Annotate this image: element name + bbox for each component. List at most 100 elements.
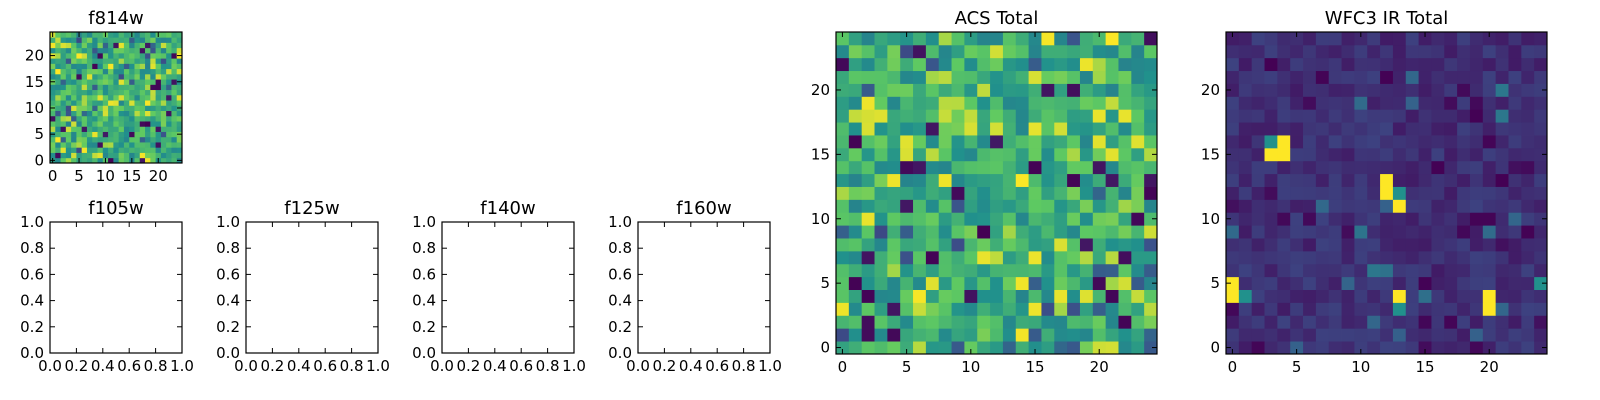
- heatmap-cell: [1367, 70, 1381, 84]
- heatmap-cell: [1367, 109, 1381, 123]
- heatmap-cell: [160, 84, 167, 91]
- heatmap-cell: [913, 238, 927, 252]
- heatmap-cell: [964, 289, 978, 303]
- heatmap-cell: [861, 315, 875, 329]
- heatmap-cell: [1118, 160, 1132, 175]
- heatmap-cell: [55, 142, 61, 148]
- heatmap-cell: [65, 84, 72, 91]
- heatmap-cell: [848, 302, 863, 316]
- heatmap-cell: [1328, 135, 1342, 149]
- heatmap-cell: [887, 122, 901, 136]
- heatmap-cell: [81, 115, 88, 122]
- heatmap-cell: [848, 147, 863, 162]
- heatmap-cell: [134, 100, 141, 106]
- heatmap-cell: [925, 328, 940, 342]
- heatmap-cell: [1418, 173, 1432, 187]
- y-tick-label: 0.8: [216, 239, 240, 257]
- heatmap-cell: [1457, 57, 1471, 72]
- heatmap-cell: [887, 57, 901, 72]
- heatmap-cell: [134, 37, 141, 43]
- heatmap-cell: [1315, 57, 1330, 72]
- heatmap-cell: [913, 212, 927, 226]
- y-tick-label: 20: [811, 81, 830, 99]
- heatmap-cell: [1238, 147, 1253, 162]
- heatmap-cell: [1226, 109, 1240, 123]
- heatmap-cell: [836, 315, 850, 329]
- heatmap-cell: [129, 105, 135, 111]
- heatmap-cell: [1290, 302, 1304, 316]
- heatmap-cell: [964, 250, 978, 265]
- heatmap-cell: [1457, 199, 1471, 213]
- heatmap-cell: [1431, 276, 1445, 290]
- x-tick-label: 0.0: [626, 357, 650, 375]
- heatmap-cell: [1226, 70, 1240, 84]
- heatmap-cell: [145, 89, 151, 96]
- heatmap-cell: [1418, 122, 1432, 136]
- heatmap-cell: [60, 84, 67, 91]
- heatmap-cell: [129, 110, 135, 117]
- heatmap-cell: [71, 84, 77, 91]
- heatmap-cell: [139, 42, 146, 49]
- heatmap-cell: [97, 152, 104, 159]
- heatmap-cell: [836, 147, 850, 162]
- heatmap-cell: [1367, 341, 1381, 355]
- heatmap-cell: [1341, 341, 1355, 355]
- heatmap-cell: [102, 73, 109, 80]
- heatmap-cell: [1277, 135, 1291, 149]
- heatmap-cell: [129, 63, 135, 70]
- heatmap-cell: [160, 152, 167, 159]
- heatmap-cell: [1002, 173, 1017, 187]
- heatmap-cell: [848, 96, 863, 110]
- heatmap-cell: [1118, 147, 1132, 162]
- heatmap-cell: [1521, 44, 1535, 59]
- heatmap-cell: [938, 160, 952, 175]
- heatmap-cell: [1431, 250, 1445, 265]
- heatmap-cell: [1290, 238, 1304, 252]
- heatmap-cell: [1028, 147, 1042, 162]
- heatmap-cell: [139, 142, 146, 148]
- heatmap-cell: [925, 135, 940, 149]
- heatmap-cell: [1482, 341, 1497, 355]
- heatmap-cell: [1144, 263, 1158, 278]
- heatmap-cell: [1079, 225, 1094, 239]
- heatmap-cell: [1367, 135, 1381, 149]
- heatmap-cell: [102, 89, 109, 96]
- heatmap-cell: [1444, 109, 1458, 123]
- heatmap-cell: [97, 94, 104, 101]
- heatmap-cell: [1041, 32, 1055, 46]
- heatmap-cell: [155, 136, 162, 143]
- heatmap-cell: [913, 160, 927, 175]
- heatmap-cell: [1405, 186, 1419, 200]
- heatmap-cell: [155, 105, 162, 111]
- heatmap-cell: [176, 58, 183, 64]
- heatmap-cell: [1534, 199, 1548, 213]
- heatmap-cell: [1067, 276, 1081, 290]
- heatmap-cell: [964, 122, 978, 136]
- heatmap-cell: [1367, 250, 1381, 265]
- heatmap-cell: [1328, 70, 1342, 84]
- heatmap-cell: [102, 142, 109, 148]
- heatmap-cell: [977, 199, 991, 213]
- heatmap-cell: [118, 142, 125, 148]
- heatmap-cell: [1054, 44, 1068, 59]
- heatmap-cell: [1054, 289, 1068, 303]
- heatmap-cell: [1092, 212, 1107, 226]
- heatmap-cell: [1118, 315, 1132, 329]
- heatmap-cell: [925, 70, 940, 84]
- heatmap-cell: [1015, 173, 1029, 187]
- heatmap-cell: [50, 100, 56, 106]
- heatmap-cell: [1354, 147, 1368, 162]
- heatmap-cell: [1495, 122, 1509, 136]
- heatmap-cell: [1264, 289, 1278, 303]
- heatmap-cell: [1144, 225, 1158, 239]
- heatmap-cell: [60, 32, 67, 38]
- heatmap-cell: [60, 126, 67, 132]
- heatmap-cell: [1444, 276, 1458, 290]
- heatmap-cell: [118, 52, 125, 59]
- heatmap-cell: [1079, 96, 1094, 110]
- heatmap-cell: [1315, 173, 1330, 187]
- heatmap-cell: [951, 289, 965, 303]
- heatmap-cell: [1457, 238, 1471, 252]
- heatmap-cell: [108, 47, 114, 54]
